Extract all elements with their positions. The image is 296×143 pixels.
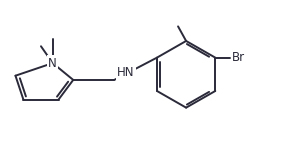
Text: Br: Br (231, 51, 244, 64)
Text: N: N (48, 57, 57, 70)
Text: HN: HN (117, 65, 135, 79)
